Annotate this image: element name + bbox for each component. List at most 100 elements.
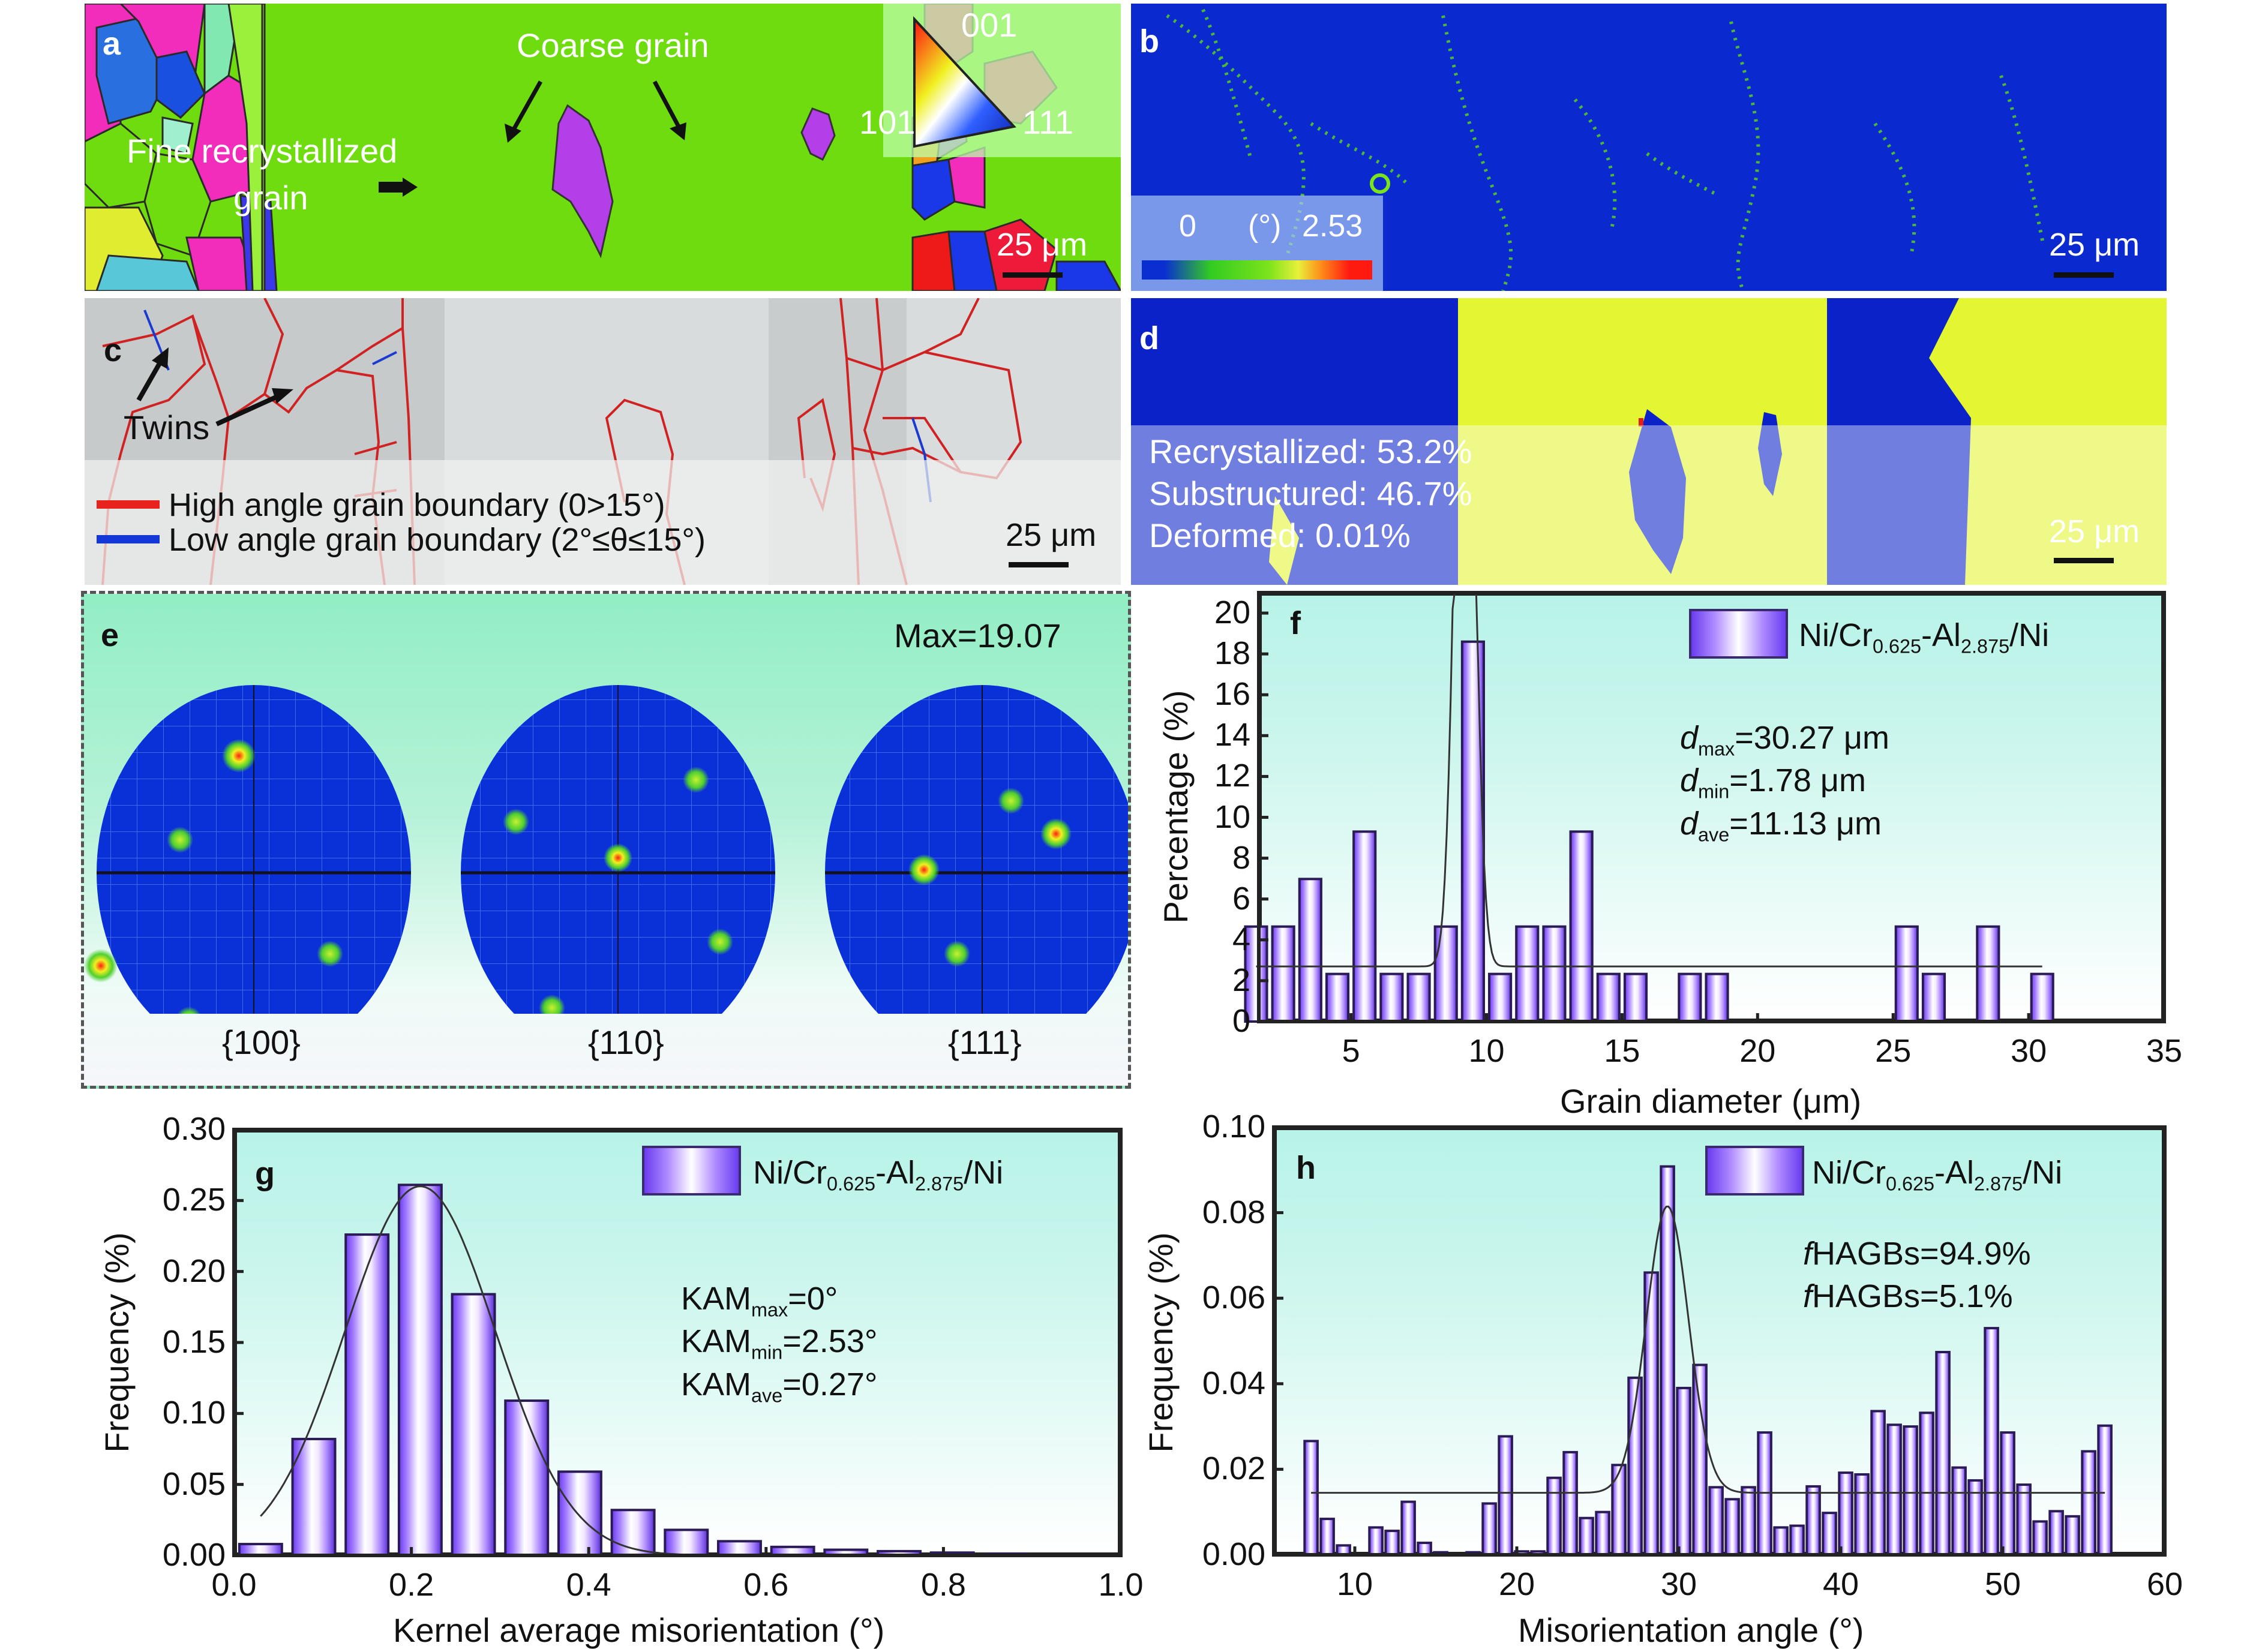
chart-h-ytick-label: 0.06 (1202, 1279, 1265, 1316)
chart-f-ylabel: Percentage (%) (1157, 690, 1195, 924)
scale-bar-label-b: 25 μm (2049, 227, 2140, 263)
chart-f-bar (1460, 640, 1485, 1023)
chart-h-bar (2081, 1450, 2096, 1556)
chart-h-ytick-label: 0.08 (1202, 1194, 1265, 1230)
chart-f-ytick-label: 0 (1232, 1003, 1250, 1039)
chart-h-stats: fHAGBs=94.9% fHAGBs=5.1% (1803, 1233, 2031, 1318)
annotation-fine-recrystallized: Fine recrystallized (127, 132, 398, 170)
chart-h-xlabel: Misorientation angle (°) (1518, 1611, 1864, 1649)
recrystallization-regions (1269, 298, 2167, 585)
scale-bar-label-c: 25 μm (1006, 517, 1097, 553)
chart-g-legend-swatch (642, 1146, 741, 1196)
chart-g-stats: KAMmax=0° KAMmin=2.53° KAMave=0.27° (681, 1278, 878, 1406)
chart-h-bar (2048, 1510, 2064, 1556)
chart-g-legend-label: Ni/Cr0.625-Al2.875/Ni (753, 1155, 1004, 1195)
chart-f-bar (1569, 830, 1594, 1023)
chart-g-ytick-label: 0.30 (162, 1111, 226, 1147)
chart-f-xtick-label: 5 (1342, 1033, 1360, 1069)
chart-g-xtick-label: 0.4 (566, 1567, 611, 1603)
stat-substructured: Substructured: 46.7% (1149, 474, 1472, 512)
chart-h-legend-label: Ni/Cr0.625-Al2.875/Ni (1812, 1155, 2063, 1195)
chart-h-bar (1854, 1473, 1870, 1556)
chart-f-ytick-label: 10 (1214, 798, 1250, 835)
panel-label-d: d (1139, 320, 1159, 356)
stat-dmin: dmin=1.78 μm (1680, 762, 1866, 803)
stat-kam-min: KAMmin=2.53° (681, 1323, 878, 1363)
chart-h-bar (2016, 1483, 2032, 1556)
pole-figure-label-111: {111} (948, 1023, 1022, 1061)
annotation-fine-grain: grain (233, 179, 308, 217)
chart-h-bar (1903, 1425, 1918, 1556)
panel-d-recrystallization-map: d Recrystallized: 53.2% Substructured: 4… (1131, 298, 2167, 585)
chart-h-ytick-label: 0.04 (1202, 1365, 1265, 1401)
chart-g-bar (397, 1184, 443, 1557)
chart-f-bar (2030, 972, 2054, 1023)
chart-g-marks (232, 1128, 1123, 1557)
stat-deformed: Deformed: 0.01% (1149, 516, 1411, 554)
chart-g-bar (664, 1528, 709, 1557)
chart-g-xtick-label: 0.8 (920, 1567, 966, 1603)
chart-f-bar (1921, 972, 1946, 1023)
chart-h-bar (1773, 1526, 1789, 1556)
chart-f-bar (1379, 972, 1404, 1023)
chart-h-bar (1611, 1464, 1627, 1557)
chart-h-marks (1272, 1125, 2167, 1557)
chart-f-bar (1596, 972, 1621, 1023)
legend-low-angle-text: Low angle grain boundary (2°≤θ≤15°) (169, 522, 706, 558)
stat-fhagbs-high: fHAGBs=94.9% (1803, 1236, 2031, 1272)
chart-h-bar (1822, 1512, 1837, 1556)
chart-h-bar (2032, 1520, 2048, 1556)
legend-high-angle-text: High angle grain boundary (0>15°) (169, 487, 665, 523)
stats-overlay (1131, 425, 2167, 585)
chart-f-legend-swatch (1689, 609, 1788, 659)
chart-g-bar (557, 1470, 602, 1557)
chart-h-bar (1546, 1476, 1562, 1556)
chart-f-xtick-label: 25 (1875, 1033, 1912, 1069)
panel-c-boundary-map: c Twins High angle grain boundary (0>15°… (85, 298, 1121, 585)
chart-g-xtick-label: 0.0 (211, 1567, 257, 1603)
chart-h-bar (2097, 1424, 2113, 1557)
chart-f-ytick-label: 6 (1232, 880, 1250, 917)
chart-h-bar (1676, 1386, 1691, 1556)
chart-f-legend-label: Ni/Cr0.625-Al2.875/Ni (1799, 617, 2050, 657)
pole-figure-label-100: {100} (222, 1023, 301, 1061)
chart-g-bar (504, 1399, 550, 1557)
chart-f-bar (1705, 972, 1729, 1023)
chart-f-ytick-label: 16 (1214, 676, 1250, 713)
chart-h-bar (2065, 1515, 2080, 1557)
chart-h-bar (1805, 1485, 1821, 1556)
annotation-twins: Twins (124, 409, 210, 446)
chart-h-bar (1951, 1466, 1967, 1556)
chart-h-bar (1838, 1471, 1853, 1556)
chart-h-bar (1935, 1351, 1951, 1556)
chart-f-bar (1271, 925, 1295, 1023)
chart-h-xtick-label: 10 (1336, 1566, 1373, 1602)
annotation-coarse-grain: Coarse grain (517, 26, 709, 64)
colorbar-max-label: 2.53 (1302, 209, 1363, 244)
chart-g-ytick-label: 0.25 (162, 1182, 226, 1218)
chart-h-bar (1562, 1450, 1578, 1556)
legend-low-angle-swatch (97, 535, 160, 543)
panel-label-b: b (1139, 23, 1159, 59)
chart-f-frame (1257, 591, 2166, 1023)
ipf-label-001: 001 (961, 6, 1018, 44)
ipf-label-111: 111 (1022, 103, 1074, 141)
chart-f-ytick-label: 18 (1214, 635, 1250, 672)
stat-dave: dave=11.13 μm (1680, 805, 1882, 845)
chart-g-xtick-label: 1.0 (1098, 1567, 1144, 1603)
chart-h-bar (1481, 1502, 1497, 1556)
chart-h-bar (1919, 1411, 1934, 1556)
pole-figure-100 (84, 685, 411, 1014)
chart-f-bar (1325, 972, 1350, 1023)
chart-f-xtick-label: 30 (2011, 1033, 2047, 1069)
chart-f-ytick-label: 12 (1214, 758, 1250, 794)
stat-kam-max: KAMmax=0° (681, 1281, 838, 1321)
max-intensity-label: Max=19.07 (894, 617, 1061, 654)
chart-f-xtick-label: 35 (2146, 1033, 2183, 1069)
chart-h-bar (1789, 1524, 1805, 1556)
chart-h-bar (1870, 1410, 1886, 1556)
chart-f-bar (1406, 972, 1431, 1023)
chart-h-ytick-label: 0.02 (1202, 1450, 1265, 1487)
chart-g-xlabel: Kernel average misorientation (°) (393, 1611, 885, 1649)
chart-h-bar (1319, 1518, 1335, 1556)
